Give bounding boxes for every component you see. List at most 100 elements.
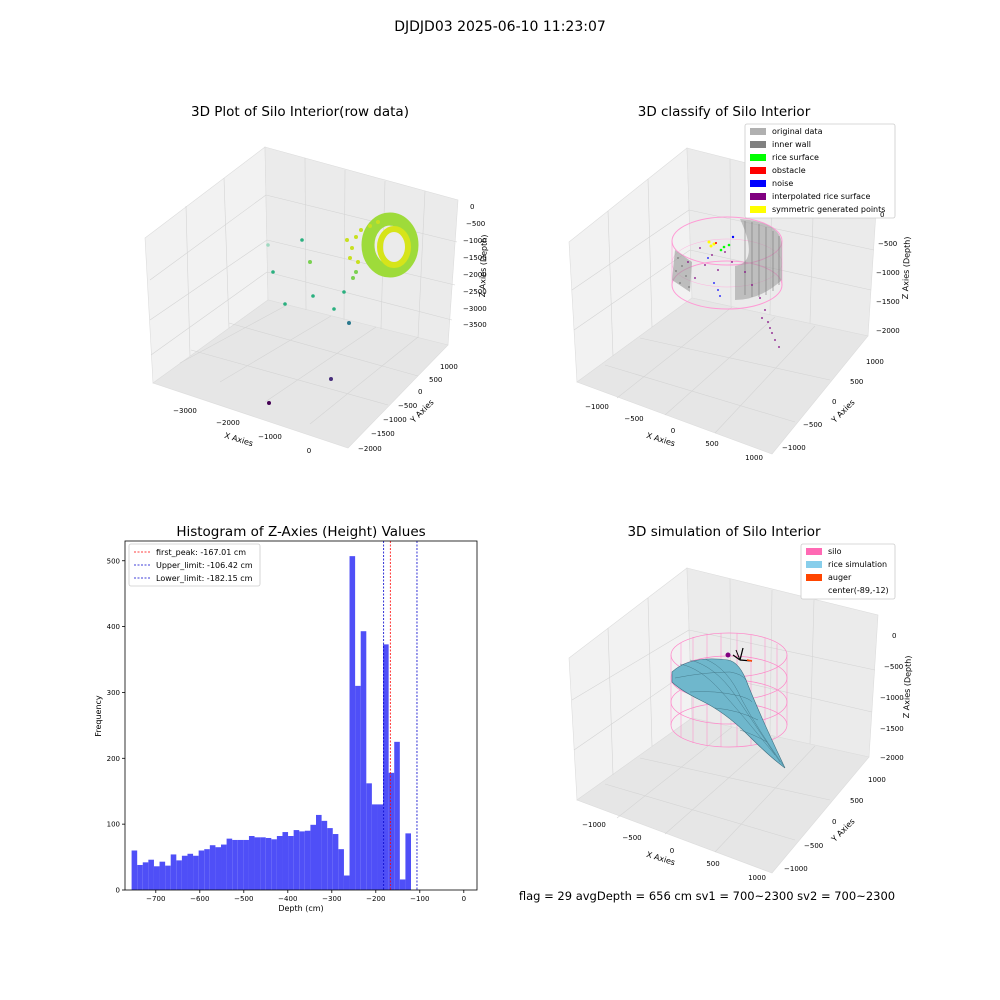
histogram-bar (355, 685, 361, 890)
histogram-bar (293, 830, 300, 890)
histogram-ylabel: Frequency (94, 695, 103, 737)
legend-label: inner wall (772, 140, 811, 149)
panel-simulation: 3D simulation of Silo Interior (568, 524, 913, 882)
histogram-bar (198, 850, 205, 890)
panel4-legend: silo rice simulation auger center(-89,-1… (800, 543, 896, 600)
p4-zlabel: Z Axies (Depth) (902, 655, 913, 718)
histogram-bars (131, 556, 411, 890)
histogram-bar (170, 854, 177, 890)
legend-label: Upper_limit: -106.42 cm (156, 561, 253, 570)
histogram-bar (181, 855, 188, 890)
p2-ztick: −2000 (876, 327, 900, 335)
histogram-bar (204, 849, 210, 890)
panel2-title: 3D classify of Silo Interior (638, 104, 811, 120)
histogram-bar (299, 831, 305, 890)
p4-ytick: 500 (850, 797, 863, 805)
p2-zlabel: Z Axies (Depth) (901, 236, 912, 299)
suptitle: DJDJD03 2025-06-10 11:23:07 (394, 19, 606, 35)
p1-ztick: −1500 (463, 254, 487, 262)
histogram-xlabel: Depth (cm) (278, 904, 323, 913)
histogram-ytick-label: 500 (107, 557, 120, 565)
p4-ztick: −500 (884, 663, 903, 671)
panel1-title: 3D Plot of Silo Interior(row data) (191, 104, 409, 120)
histogram-bar (399, 879, 406, 890)
p1-xtick: −1000 (258, 433, 282, 441)
histogram-xtick-label: −600 (190, 895, 209, 903)
p4-ytick: −1000 (784, 865, 808, 873)
legend-label: noise (772, 179, 793, 188)
histogram-bar (321, 820, 328, 890)
panel3-title: Histogram of Z-Axies (Height) Values (176, 524, 425, 540)
histogram-bar (388, 772, 395, 890)
p2-xtick: 0 (671, 427, 675, 435)
histogram-xticks: −700 −600 −500 −400 −300 −200 −100 0 (146, 890, 466, 903)
p2-ztick: 0 (880, 211, 884, 219)
histogram-bar (209, 845, 216, 890)
histogram-bar (260, 837, 266, 890)
legend-swatch (806, 548, 822, 555)
p1-ytick: 1000 (440, 363, 458, 371)
histogram-bar (176, 860, 182, 890)
histogram-ytick-label: 400 (107, 623, 120, 631)
histogram-bar (193, 855, 199, 890)
histogram-bar (394, 741, 400, 890)
histogram-bar (254, 837, 261, 890)
histogram-ytick-label: 100 (107, 821, 120, 829)
legend-label: center(-89,-12) (828, 586, 889, 595)
histogram-bar (153, 866, 160, 890)
p1-ztick: 0 (470, 203, 474, 211)
legend-swatch (750, 180, 766, 187)
panel1-points (266, 212, 419, 405)
p2-ztick: −500 (878, 240, 897, 248)
histogram-bar (332, 834, 339, 890)
legend-label: auger (828, 573, 852, 582)
histogram-bar (237, 839, 244, 890)
histogram-frame (124, 540, 478, 891)
histogram-bar (349, 556, 356, 890)
panel4-title: 3D simulation of Silo Interior (627, 524, 821, 540)
p2-xtick: 500 (705, 440, 718, 448)
panel-histogram: Histogram of Z-Axies (Height) Values −70… (94, 524, 478, 913)
legend-label: Lower_limit: -182.15 cm (156, 574, 253, 583)
histogram-ytick-label: 200 (107, 755, 120, 763)
legend-swatch (750, 141, 766, 148)
histogram-bar (221, 844, 227, 890)
p2-ytick: 1000 (866, 358, 884, 366)
panel4-box (568, 567, 879, 874)
histogram-bar (316, 814, 322, 890)
p2-xtick: −500 (624, 415, 643, 423)
histogram-bar (282, 832, 289, 890)
p1-ytick: −2000 (358, 445, 382, 453)
legend-swatch (750, 128, 766, 135)
legend-label: interpolated rice surface (772, 192, 870, 201)
histogram-bar (215, 847, 222, 890)
p4-ztick: −2000 (880, 754, 904, 762)
legend-label: original data (772, 127, 823, 136)
p4-ytick: 1000 (868, 776, 886, 784)
legend-label: silo (828, 547, 842, 556)
legend-swatch (806, 561, 822, 568)
histogram-bar (232, 839, 238, 890)
histogram-bar (383, 644, 389, 890)
p4-ztick: −1500 (880, 725, 904, 733)
panel2-legend: original data inner wall rice surface ob… (744, 123, 896, 219)
footer-stats: flag = 29 avgDepth = 656 cm sv1 = 700~23… (519, 889, 895, 903)
p2-ztick: −1000 (876, 269, 900, 277)
histogram-bar (377, 804, 384, 890)
p2-ytick: 0 (832, 398, 836, 406)
histogram-bar (310, 824, 317, 890)
histogram-vlines (383, 541, 418, 890)
histogram-bar (338, 849, 344, 890)
p1-ztick: −3500 (463, 321, 487, 329)
p1-ztick: −3000 (463, 305, 487, 313)
histogram-bar (137, 864, 143, 890)
legend-label: symmetric generated points (772, 205, 885, 214)
histogram-bar (187, 853, 194, 890)
legend-label: obstacle (772, 166, 806, 175)
p4-ytick: 0 (832, 818, 836, 826)
histogram-legend: first_peak: -167.01 cm Upper_limit: -106… (128, 543, 261, 587)
p2-xtick: −1000 (585, 403, 609, 411)
p1-xlabel: X Axies (223, 431, 254, 448)
histogram-bar (360, 631, 367, 890)
